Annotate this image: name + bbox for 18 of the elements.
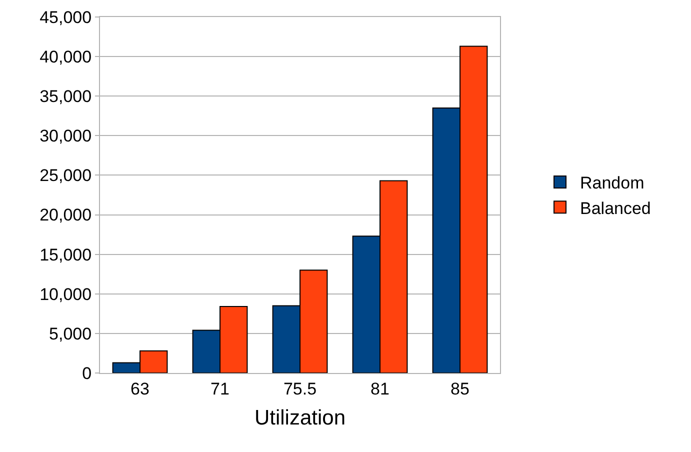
x-axis-title: Utilization — [254, 406, 346, 430]
y-tick-label: 45,000 — [40, 8, 92, 27]
y-tick-label: 25,000 — [40, 166, 92, 186]
y-tick-label: 30,000 — [40, 126, 92, 146]
x-tick-label: 71 — [210, 379, 230, 398]
x-tick-label: 85 — [450, 379, 470, 398]
y-tick-label: 0 — [82, 364, 92, 383]
legend-label: Random — [580, 174, 644, 193]
y-tick-label: 35,000 — [40, 87, 92, 106]
y-tick-label: 20,000 — [40, 206, 92, 225]
x-tick-label: 63 — [130, 379, 150, 398]
x-tick-label: 75.5 — [283, 379, 317, 398]
y-tick-label: 40,000 — [40, 48, 92, 67]
y-tick-label: 5,000 — [49, 324, 92, 344]
y-tick-label: 15,000 — [40, 245, 92, 264]
y-tick-label: 10,000 — [40, 284, 92, 304]
legend-label: Balanced — [580, 198, 651, 218]
x-tick-label: 81 — [370, 379, 390, 398]
